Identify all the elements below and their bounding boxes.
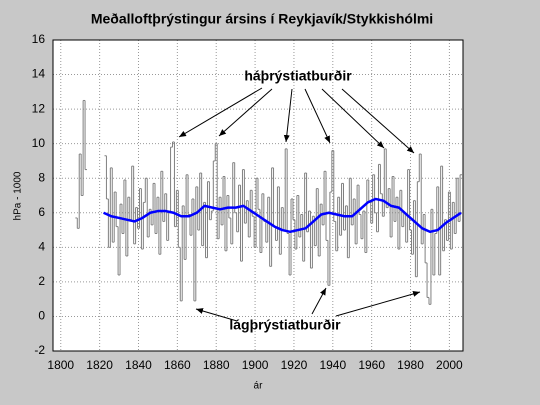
annotation: lágþrýstiatburðir xyxy=(229,317,341,333)
x-tick-label: 1800 xyxy=(47,358,74,372)
arrow xyxy=(311,287,327,315)
y-tick-label: 16 xyxy=(32,32,46,46)
x-tick-label: 1900 xyxy=(242,358,269,372)
arrow xyxy=(341,88,415,154)
plot-frame xyxy=(52,39,464,352)
x-tick-label: 1960 xyxy=(358,358,385,372)
x-tick-label: 2000 xyxy=(436,358,463,372)
y-tick-label: 8 xyxy=(38,170,45,184)
x-tick-label: 1820 xyxy=(86,358,113,372)
x-tick-label: 1880 xyxy=(203,358,230,372)
arrow xyxy=(178,87,263,138)
y-tick-label: -2 xyxy=(34,343,45,357)
arrow xyxy=(304,88,331,144)
step-riser xyxy=(105,141,461,305)
step-riser xyxy=(76,100,86,229)
y-tick-label: 14 xyxy=(32,67,46,81)
x-tick-label: 1980 xyxy=(397,358,424,372)
y-tick-label: 12 xyxy=(32,101,46,115)
x-axis-label: ár xyxy=(254,381,264,392)
chart-title: Meðalloftþrýstingur ársins í Reykjavík/S… xyxy=(91,11,433,27)
arrow xyxy=(218,88,273,137)
smooth-line xyxy=(103,197,462,234)
x-tick-label: 1840 xyxy=(125,358,152,372)
x-tick-label: 1940 xyxy=(319,358,346,372)
arrow xyxy=(195,308,238,322)
y-tick-label: 0 xyxy=(38,309,45,323)
x-tick-label: 1920 xyxy=(281,358,308,372)
annotation: háþrýstiatburðir xyxy=(244,68,352,84)
arrow xyxy=(321,88,385,149)
marks xyxy=(75,99,463,305)
arrow xyxy=(335,291,421,317)
annotation-arrows xyxy=(178,87,421,322)
y-tick-label: 6 xyxy=(38,205,45,219)
arrow xyxy=(283,88,293,143)
y-tick-label: 2 xyxy=(38,274,45,288)
y-tick-label: 4 xyxy=(38,240,45,254)
x-tick-label: 1860 xyxy=(164,358,191,372)
y-axis-label: hPa - 1000 xyxy=(13,171,24,220)
y-tick-label: 10 xyxy=(32,136,46,150)
